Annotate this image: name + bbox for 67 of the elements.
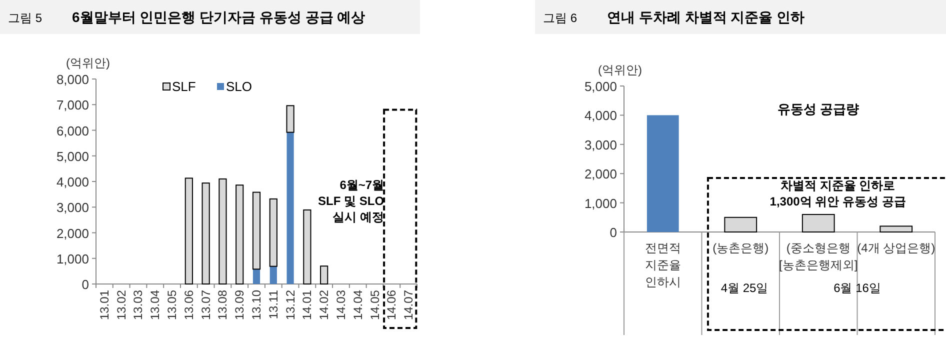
y-tick-label: 2,000 (584, 166, 617, 182)
x-tick-label: 13.10 (250, 290, 264, 320)
x-tick-label: 14.03 (334, 290, 348, 320)
x-tick-label: 13.07 (198, 290, 213, 320)
bar (184, 178, 193, 284)
legend-label: SLO (226, 79, 252, 94)
y-axis-title: (억위안) (598, 63, 642, 77)
chart-title: 연내 두차례 차별적 지준율 인하 (607, 9, 805, 25)
chart-subtitle: 그림 5 (8, 11, 42, 25)
bar (320, 266, 328, 284)
annotation: 6월~7월 SLF 및 SLO 실시 예정 (318, 178, 384, 224)
y-tick-label: 3,000 (584, 137, 617, 152)
y-tick-label: 7,000 (56, 98, 89, 113)
x-tick-label: 14.04 (350, 290, 365, 320)
y-tick-label: 0 (82, 277, 89, 292)
chart-subtitle: 그림 6 (543, 11, 578, 25)
y-axis-title: (억위안) (66, 56, 110, 70)
x-tick-label: (농촌은행) (712, 241, 769, 255)
x-tick-label: 13.12 (283, 290, 298, 320)
bar (880, 226, 913, 232)
x-tick-label: 14.02 (317, 290, 332, 320)
x-tick-label: 13.05 (165, 290, 180, 320)
bar (802, 214, 835, 232)
y-tick-label: 6,000 (56, 123, 89, 138)
y-tick-label: 4,000 (56, 174, 89, 190)
x-tick-label: (4개 상업은행) (857, 241, 936, 255)
x-tick-label: 13.04 (148, 290, 162, 320)
x-tick-label: 13.02 (114, 290, 128, 320)
x-tick-label: 13.01 (97, 290, 112, 320)
x-tick-label: 14.07 (402, 290, 416, 320)
legend-label: SLF (172, 79, 196, 94)
bar (202, 182, 210, 284)
y-tick-label: 1,000 (584, 196, 617, 211)
x-tick-label: 13.08 (216, 290, 230, 320)
annotation: 유동성 공급량 (778, 102, 860, 117)
x-tick-label: 13.09 (232, 290, 247, 320)
y-tick-label: 0 (610, 225, 617, 240)
text: 6월 16일 (834, 281, 881, 295)
bar (269, 198, 278, 267)
x-tick-label: 14.06 (384, 290, 399, 320)
bar (646, 115, 679, 232)
bar (252, 192, 261, 270)
bar (286, 105, 294, 133)
bar (252, 269, 260, 284)
y-tick-label: 1,000 (56, 251, 89, 266)
x-tick-label: 13.06 (182, 290, 196, 320)
bar (286, 132, 294, 284)
x-tick-label: 13.03 (131, 290, 146, 320)
y-tick-label: 4,000 (584, 108, 617, 124)
bar (303, 209, 312, 284)
bar (724, 216, 758, 232)
bar (270, 266, 277, 284)
y-tick-label: 5,000 (584, 79, 617, 94)
chart-title: 6월말부터 인민은행 단기자금 유동성 공급 예상 (72, 9, 366, 25)
y-tick-label: 8,000 (56, 72, 89, 87)
bar (236, 184, 244, 284)
y-tick-label: 2,000 (56, 226, 89, 241)
text: 4월 25일 (720, 281, 768, 295)
x-tick-label: 전면적 지준율 인하시 (644, 241, 681, 289)
x-tick-label: 14.05 (368, 290, 382, 320)
x-tick-label: (중소형은행 [농촌은행제외] (779, 241, 858, 272)
x-tick-label: 13.11 (266, 290, 280, 320)
y-tick-label: 5,000 (56, 148, 89, 164)
annotation: 차별적 지준율 인하로 1,300억 위안 유동성 공급 (770, 178, 906, 209)
y-tick-label: 3,000 (56, 200, 89, 216)
bar (218, 178, 227, 284)
x-tick-label: 14.01 (300, 290, 314, 320)
